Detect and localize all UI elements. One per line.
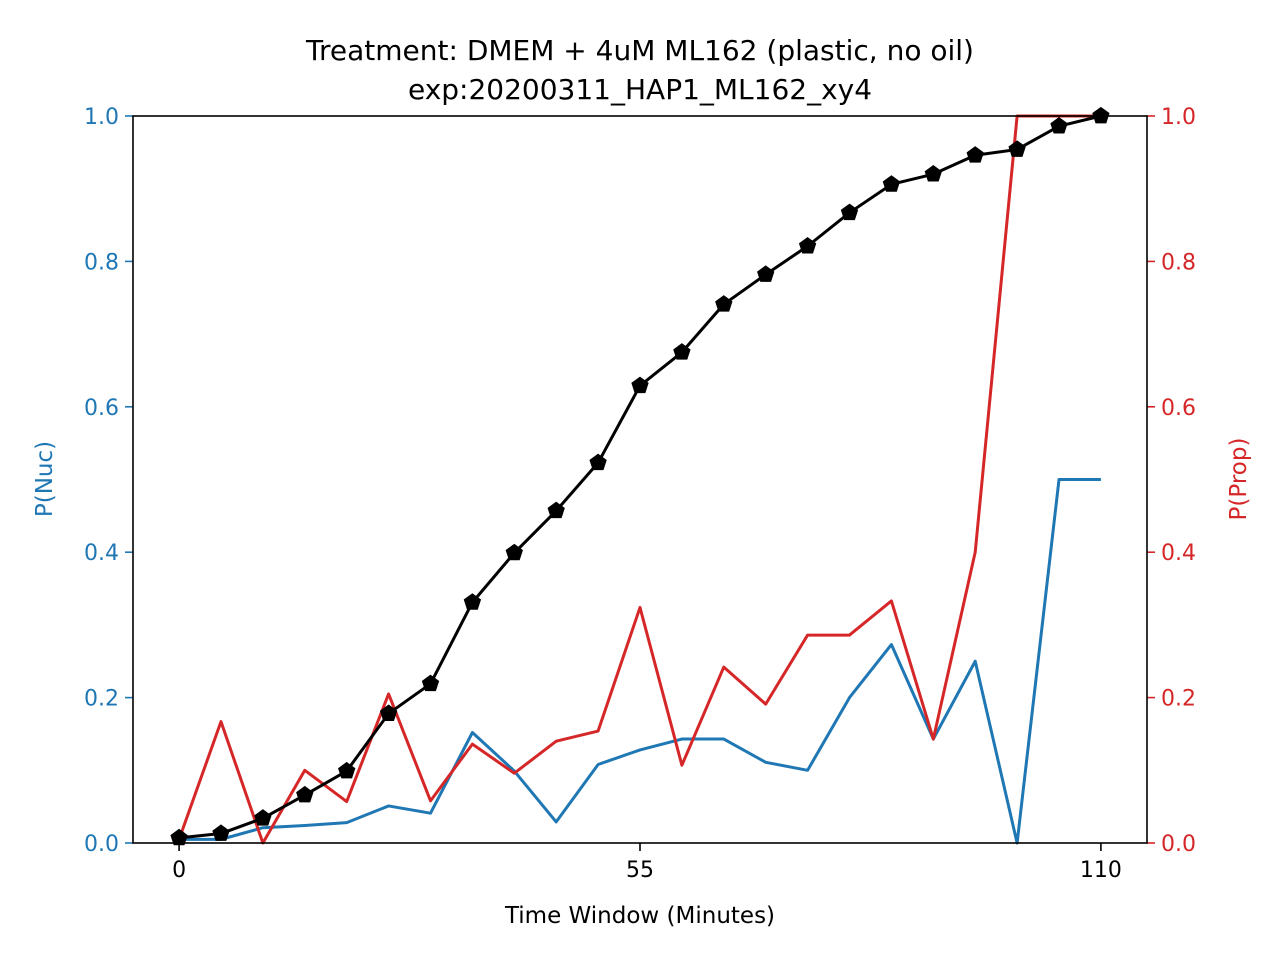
data-point-marker bbox=[798, 237, 817, 254]
data-point-marker bbox=[505, 543, 523, 561]
left-y-tick-label: 0.2 bbox=[84, 687, 119, 712]
data-point-marker bbox=[1008, 140, 1026, 157]
data-point-marker bbox=[966, 146, 984, 163]
x-tick-label: 0 bbox=[172, 858, 186, 883]
chart-title: Treatment: DMEM + 4uM ML162 (plastic, no… bbox=[305, 34, 974, 67]
series-line-2 bbox=[177, 114, 1101, 845]
right-y-axis-label: P(Prop) bbox=[1226, 438, 1252, 521]
left-y-tick-label: 0.0 bbox=[84, 832, 119, 857]
right-y-tick-label: 0.4 bbox=[1161, 541, 1196, 566]
right-y-tick-label: 0.0 bbox=[1161, 832, 1196, 857]
right-y-tick-label: 1.0 bbox=[1161, 105, 1196, 130]
right-y-tick-label: 0.2 bbox=[1161, 687, 1196, 712]
data-point-marker bbox=[1050, 117, 1068, 134]
plot-frame bbox=[132, 115, 1148, 844]
left-y-axis-label: P(Nuc) bbox=[32, 441, 58, 517]
right-y-tick-label: 0.6 bbox=[1161, 396, 1196, 421]
axis-ticks: 0 55 110 0.0 0.2 0.4 0.6 0.8 1.0 0.0 0.2 0.4 0.6 0.8 1… bbox=[84, 105, 1196, 883]
data-point-marker bbox=[673, 343, 691, 360]
data-point-marker bbox=[296, 785, 314, 803]
left-y-tick-label: 0.8 bbox=[84, 250, 119, 275]
plot-series bbox=[170, 106, 1110, 846]
data-point-marker bbox=[463, 593, 482, 610]
left-y-tick-label: 1.0 bbox=[84, 105, 119, 130]
data-point-marker bbox=[1092, 106, 1110, 124]
x-tick-label: 55 bbox=[626, 858, 654, 883]
right-y-tick-label: 0.8 bbox=[1161, 250, 1196, 275]
data-point-marker bbox=[338, 761, 356, 779]
data-point-marker bbox=[254, 809, 272, 826]
data-point-marker bbox=[589, 453, 607, 471]
data-point-marker bbox=[547, 501, 565, 519]
chart-subtitle: exp:20200311_HAP1_ML162_xy4 bbox=[408, 73, 872, 106]
series-line-1 bbox=[179, 478, 1101, 845]
x-axis-label: Time Window (Minutes) bbox=[504, 903, 775, 929]
series-line-3 bbox=[178, 114, 1102, 840]
data-point-marker bbox=[882, 175, 901, 192]
x-tick-label: 110 bbox=[1080, 858, 1122, 883]
data-point-marker bbox=[631, 376, 649, 394]
data-point-marker bbox=[379, 704, 398, 721]
data-point-marker bbox=[421, 674, 440, 692]
left-y-tick-label: 0.6 bbox=[84, 396, 119, 421]
data-point-marker bbox=[924, 165, 942, 182]
left-y-tick-label: 0.4 bbox=[84, 541, 119, 566]
data-point-marker bbox=[212, 824, 230, 841]
data-point-marker bbox=[840, 203, 859, 221]
data-point-marker bbox=[757, 265, 775, 282]
data-point-marker bbox=[715, 295, 733, 312]
